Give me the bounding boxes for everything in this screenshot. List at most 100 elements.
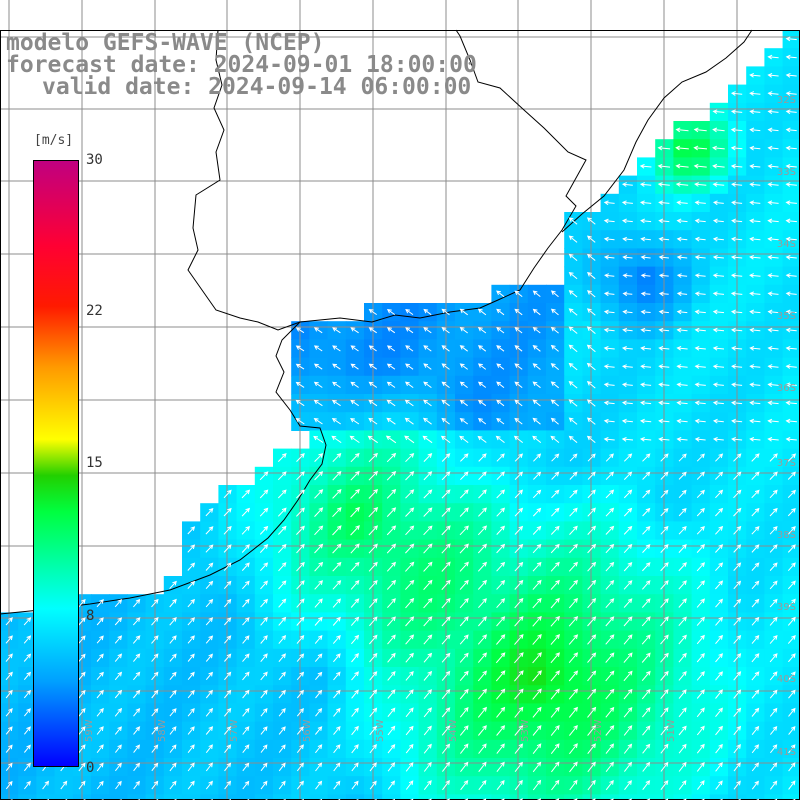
wind-arrow (423, 489, 433, 499)
wind-arrow (660, 507, 669, 517)
wind-arrow (368, 327, 377, 334)
wind-arrow (586, 344, 596, 353)
wind-arrow (459, 507, 469, 517)
wind-arrow (715, 453, 724, 462)
wind-arrow (296, 598, 305, 608)
wind-arrow (187, 598, 195, 608)
wind-arrow (550, 615, 560, 627)
wind-arrow (586, 362, 596, 371)
lat-label: 34S (776, 239, 796, 250)
wind-speed-cell (345, 794, 365, 800)
colorbar-tick-15: 15 (86, 455, 103, 471)
wind-arrow (785, 364, 797, 369)
wind-arrow (749, 345, 761, 351)
wind-arrow (368, 363, 377, 370)
coastline-south (0, 321, 327, 615)
wind-arrow (733, 707, 742, 717)
wind-arrow (241, 525, 251, 535)
wind-arrow (696, 761, 705, 772)
wind-arrow (114, 599, 123, 608)
wind-arrow (623, 652, 633, 663)
wind-arrow (296, 580, 305, 590)
coastline (187, 29, 587, 331)
wind-arrow (332, 327, 341, 334)
wind-arrow (260, 671, 268, 681)
wind-arrow (78, 635, 86, 644)
wind-arrow (639, 418, 652, 424)
wind-arrow (459, 670, 469, 682)
wind-arrow (151, 671, 159, 681)
wind-arrow (331, 418, 341, 425)
wind-arrow (785, 145, 797, 151)
wind-arrow (678, 707, 687, 718)
wind-arrow (749, 182, 761, 187)
wind-arrow (628, 798, 632, 800)
wind-arrow (187, 580, 196, 590)
wind-arrow (658, 309, 669, 315)
wind-arrow (405, 597, 415, 609)
wind-arrow (767, 309, 779, 315)
wind-arrow (751, 544, 760, 553)
wind-arrow (568, 253, 578, 261)
wind-arrow (733, 562, 742, 571)
wind-arrow (550, 363, 560, 370)
wind-arrow (405, 345, 414, 352)
wind-arrow (696, 526, 705, 535)
wind-arrow (459, 525, 469, 536)
wind-arrow (623, 743, 633, 754)
wind-arrow (151, 617, 159, 626)
wind-arrow (441, 399, 450, 407)
wind-arrow (278, 671, 286, 681)
wind-arrow (550, 308, 559, 316)
wind-arrow (769, 689, 778, 699)
wind-arrow (495, 670, 506, 682)
wind-arrow (640, 236, 651, 242)
wind-arrow (676, 327, 688, 333)
wind-arrow (568, 670, 579, 682)
wind-arrow (278, 525, 287, 535)
wind-arrow (712, 418, 724, 424)
wind-arrow (785, 182, 797, 187)
wind-arrow (621, 436, 634, 442)
wind-arrow (532, 615, 542, 627)
wind-arrow (477, 561, 488, 572)
wind-arrow (642, 580, 651, 590)
wind-arrow (532, 652, 542, 664)
wind-arrow (715, 525, 724, 535)
wind-arrow (259, 544, 269, 553)
wind-arrow (532, 761, 542, 773)
wind-arrow (622, 273, 633, 278)
wind-arrow (623, 580, 633, 590)
wind-arrow (169, 780, 177, 790)
wind-arrow (621, 182, 633, 187)
wind-arrow (60, 780, 68, 790)
wind-arrow (478, 598, 487, 609)
wind-speed-cell (673, 794, 693, 800)
wind-arrow (569, 507, 578, 517)
wind-arrow (351, 707, 359, 717)
wind-arrow (151, 635, 159, 644)
wind-arrow (514, 290, 523, 297)
wind-arrow (386, 525, 397, 536)
wind-arrow (712, 127, 725, 133)
wind-arrow (351, 671, 359, 681)
wind-arrow (603, 436, 615, 442)
wind-arrow (767, 327, 779, 333)
wind-arrow (459, 561, 469, 572)
wind-arrow (187, 744, 195, 754)
wind-arrow (477, 652, 487, 663)
wind-arrow (532, 326, 541, 334)
wind-arrow (603, 291, 615, 297)
wind-arrow (587, 670, 597, 682)
wind-arrow (787, 526, 796, 535)
wind-arrow (715, 580, 724, 590)
wind-arrow (369, 671, 378, 681)
wind-arrow (296, 707, 304, 717)
wind-arrow (242, 598, 250, 608)
wind-arrow (658, 291, 669, 297)
wind-arrow (769, 653, 778, 663)
wind-speed-cell (400, 794, 420, 800)
wind-arrow (550, 417, 559, 425)
wind-arrow (24, 726, 31, 735)
wind-arrow (792, 798, 796, 800)
